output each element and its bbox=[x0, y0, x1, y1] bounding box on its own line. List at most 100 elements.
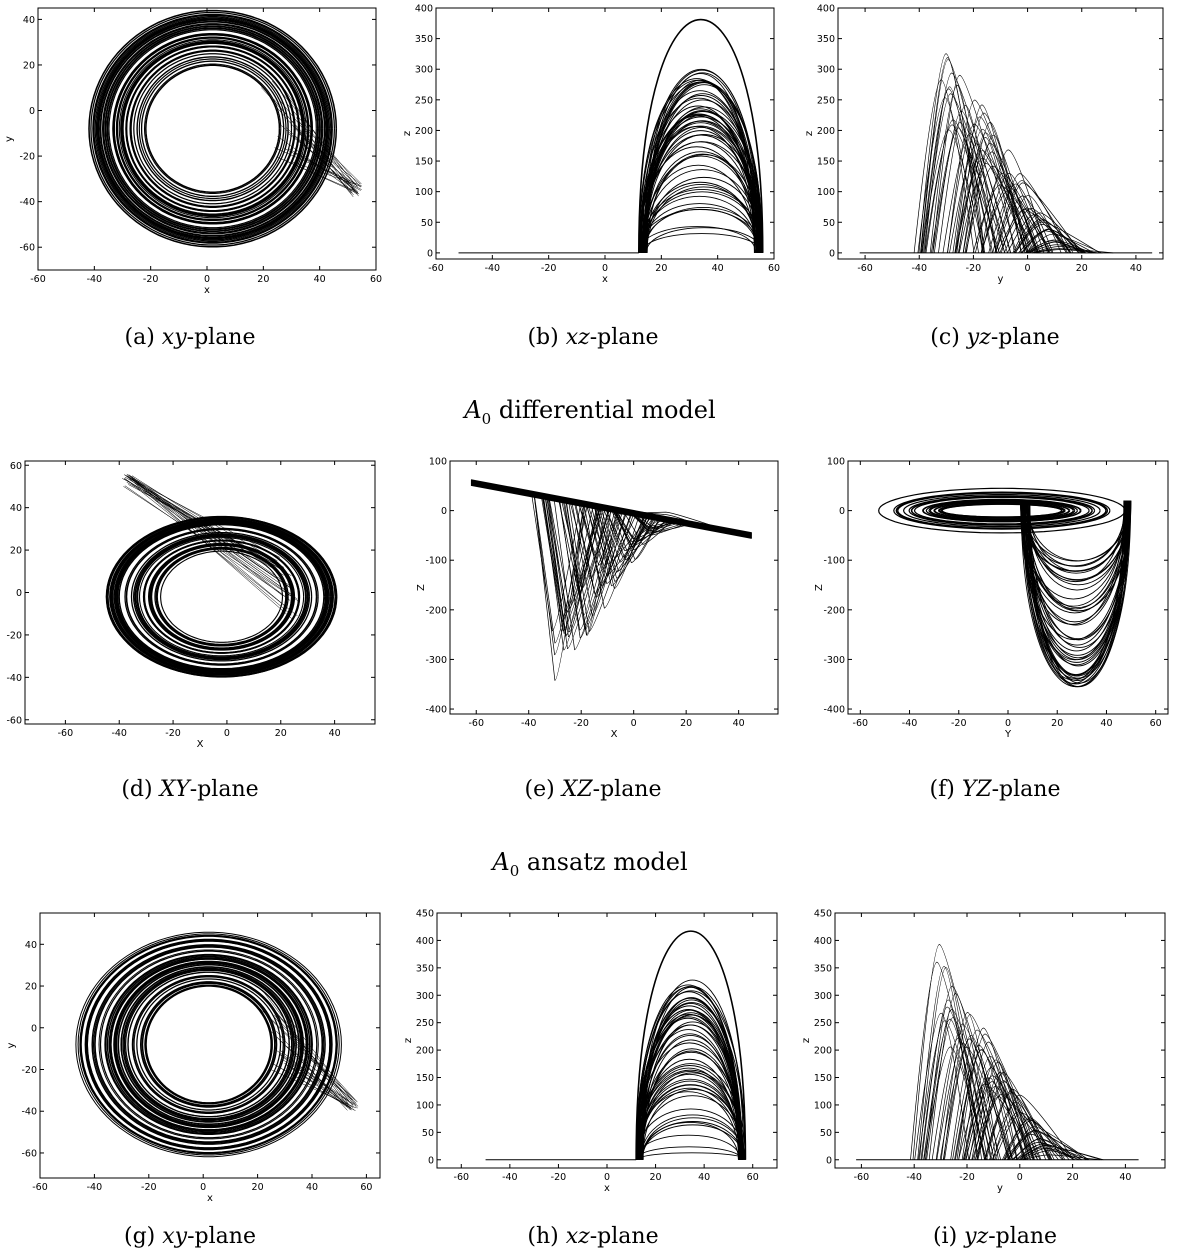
y-tick-label: 0 bbox=[829, 248, 835, 259]
trajectory-line bbox=[292, 161, 362, 187]
trajectory-line bbox=[949, 143, 1036, 254]
y-tick-label: -20 bbox=[21, 1065, 37, 1076]
x-tick-label: -40 bbox=[911, 263, 927, 274]
caption-a: (a) xy-plane bbox=[124, 325, 256, 350]
trajectory-line bbox=[139, 981, 278, 1108]
y-tick-label: 350 bbox=[817, 34, 835, 45]
trajectory-group bbox=[485, 930, 747, 1161]
trajectory-line bbox=[1028, 500, 1127, 681]
y-tick-label: 50 bbox=[820, 1128, 832, 1139]
plot-frame bbox=[39, 912, 381, 1179]
x-tick-label: 40 bbox=[733, 718, 745, 729]
trajectory-group bbox=[859, 53, 1153, 254]
trajectory-line bbox=[544, 493, 603, 636]
trajectory-line bbox=[627, 509, 672, 532]
trajectory-line bbox=[542, 493, 586, 634]
trajectory-line bbox=[130, 531, 313, 662]
y-tick-label: 400 bbox=[416, 936, 434, 947]
trajectory-line bbox=[976, 1080, 1035, 1160]
trajectory-line bbox=[124, 477, 293, 598]
trajectory-line bbox=[922, 86, 984, 253]
trajectory-line bbox=[929, 85, 985, 253]
trajectory-line bbox=[1027, 500, 1129, 658]
x-tick-label: 40 bbox=[1100, 718, 1112, 729]
x-tick-label: -20 bbox=[165, 728, 181, 739]
trajectory-line bbox=[285, 127, 358, 194]
trajectory-line bbox=[131, 477, 291, 588]
x-tick-label: 60 bbox=[370, 274, 382, 285]
trajectory-line bbox=[120, 40, 306, 217]
trajectory-line bbox=[542, 493, 603, 651]
trajectory-line bbox=[942, 133, 1012, 253]
x-axis-label: X bbox=[611, 729, 618, 740]
x-tick-label: 0 bbox=[200, 1182, 206, 1193]
plot-frame bbox=[837, 7, 1164, 260]
trajectory-line bbox=[908, 495, 1096, 526]
trajectory-line bbox=[646, 84, 763, 253]
y-tick-label: 20 bbox=[10, 546, 22, 557]
y-tick-label: 300 bbox=[416, 991, 434, 1002]
x-tick-label: -20 bbox=[966, 263, 982, 274]
x-tick-label: 40 bbox=[329, 728, 341, 739]
trajectory-line bbox=[128, 475, 278, 562]
trajectory-line bbox=[160, 550, 284, 643]
x-axis-label: y bbox=[998, 274, 1004, 285]
y-tick-label: 0 bbox=[839, 506, 845, 517]
x-tick-label: -40 bbox=[502, 1172, 518, 1183]
x-tick-label: -60 bbox=[468, 718, 484, 729]
trajectory-group bbox=[105, 473, 338, 678]
trajectory-line bbox=[124, 527, 319, 666]
trajectory-line bbox=[285, 102, 358, 188]
trajectory-line bbox=[94, 946, 324, 1143]
trajectory-line bbox=[126, 479, 298, 617]
trajectory-line bbox=[85, 939, 333, 1150]
trajectory-line bbox=[597, 503, 652, 572]
trajectory-line bbox=[108, 957, 309, 1132]
trajectory-line bbox=[932, 74, 1017, 253]
trajectory-line bbox=[125, 45, 300, 212]
x-tick-label: 0 bbox=[602, 263, 608, 274]
trajectory-line bbox=[1022, 500, 1125, 681]
trajectory-line bbox=[299, 122, 362, 185]
trajectory-line bbox=[128, 474, 293, 588]
caption-i: (i) yz-plane bbox=[932, 1224, 1058, 1249]
trajectory-line bbox=[261, 87, 360, 195]
trajectory-line bbox=[609, 506, 675, 545]
trajectory-line bbox=[138, 58, 287, 200]
y-tick-label: 200 bbox=[817, 126, 835, 137]
trajectory-line bbox=[902, 494, 1101, 528]
trajectory-line bbox=[928, 500, 1076, 521]
trajectory-line bbox=[271, 995, 357, 1106]
trajectory-line bbox=[641, 233, 762, 253]
trajectory-line bbox=[274, 147, 362, 187]
trajectory-line bbox=[124, 485, 289, 600]
y-tick-label: 40 bbox=[23, 15, 35, 26]
plot-frame bbox=[24, 460, 376, 725]
trajectory-line bbox=[926, 1017, 992, 1160]
trajectory-line bbox=[1026, 500, 1128, 591]
trajectory-line bbox=[148, 543, 295, 651]
trajectory-line bbox=[563, 497, 628, 631]
trajectory-line bbox=[136, 535, 307, 659]
x-tick-label: 40 bbox=[306, 1182, 318, 1193]
chart-panel-i: -60 -40 -20 0 20 4005010015020025030035040045… bbox=[801, 909, 1166, 1194]
trajectory-line bbox=[136, 535, 307, 659]
x-tick-label: -60 bbox=[854, 1172, 870, 1183]
trajectory-line bbox=[913, 79, 975, 253]
x-tick-label: 40 bbox=[698, 1172, 710, 1183]
trajectory-line bbox=[126, 473, 298, 600]
trajectory-line bbox=[86, 940, 331, 1149]
x-tick-label: -40 bbox=[485, 263, 501, 274]
trajectory-line bbox=[264, 992, 351, 1107]
trajectory-line bbox=[116, 522, 327, 671]
trajectory-line bbox=[90, 11, 336, 246]
y-tick-label: -20 bbox=[19, 152, 35, 163]
x-tick-label: 20 bbox=[1067, 1172, 1079, 1183]
x-tick-label: 20 bbox=[275, 728, 287, 739]
trajectory-line bbox=[114, 961, 303, 1128]
x-tick-label: -40 bbox=[111, 728, 127, 739]
x-tick-label: 60 bbox=[1150, 718, 1162, 729]
trajectory-line bbox=[893, 491, 1111, 530]
x-tick-label: 40 bbox=[314, 274, 326, 285]
